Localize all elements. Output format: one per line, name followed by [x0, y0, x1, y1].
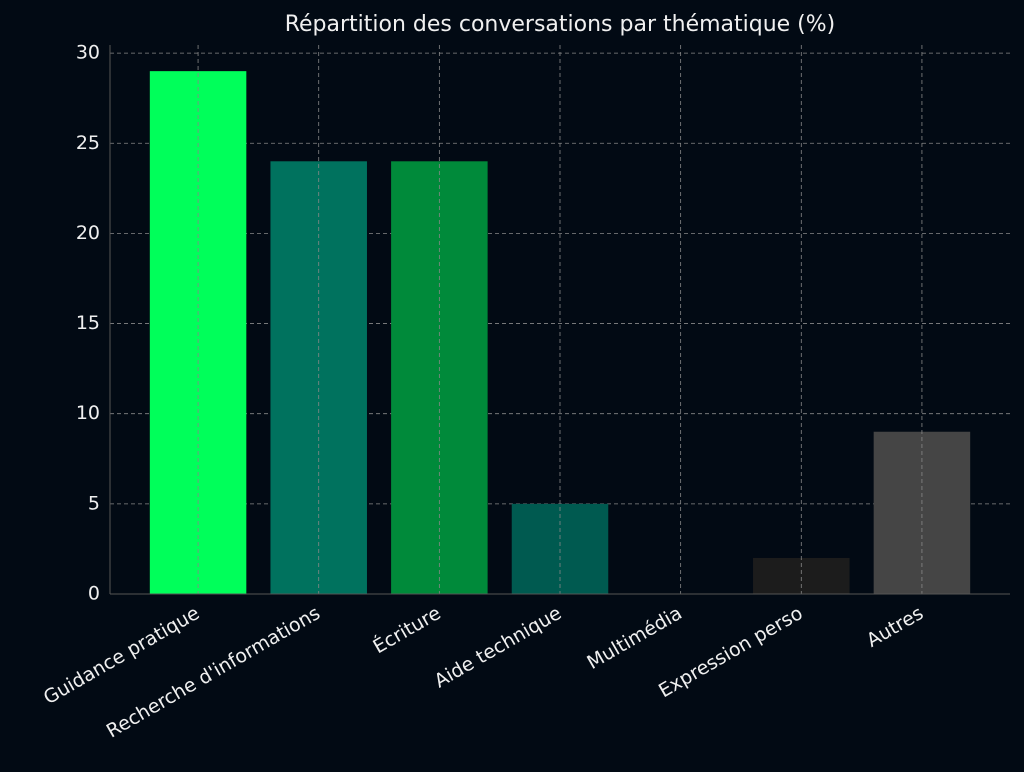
- y-tick-label: 30: [76, 42, 100, 64]
- y-tick-label: 15: [76, 312, 100, 334]
- chart-title: Répartition des conversations par thémat…: [285, 12, 836, 37]
- bar: [873, 431, 971, 594]
- y-tick-label: 20: [76, 222, 100, 244]
- y-tick-label: 25: [76, 132, 100, 154]
- y-tick-label: 10: [76, 402, 100, 424]
- y-tick-label: 0: [88, 583, 100, 605]
- y-tick-label: 5: [88, 492, 100, 514]
